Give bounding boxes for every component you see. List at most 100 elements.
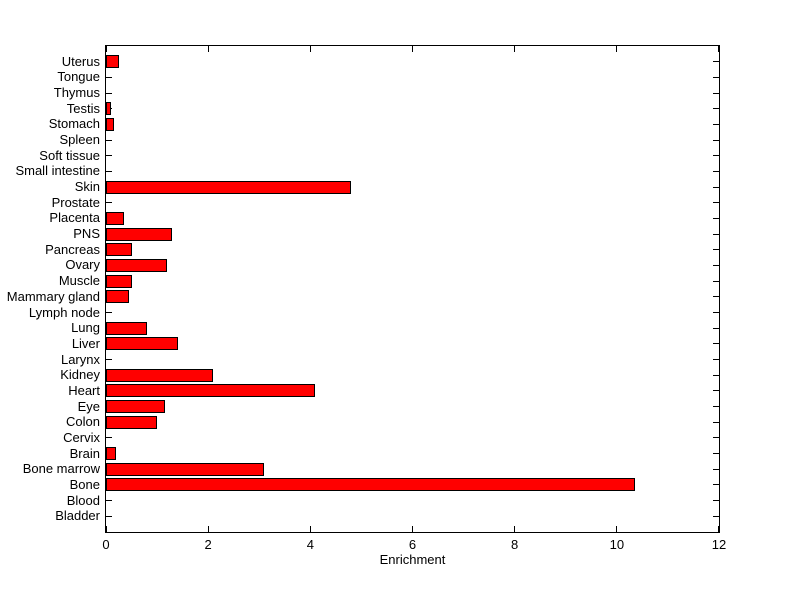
y-tick-left xyxy=(106,139,112,141)
y-axis-label-ovary: Ovary xyxy=(65,257,100,273)
y-tick-right xyxy=(713,453,719,455)
y-tick-left xyxy=(106,170,112,172)
x-tick-label-12: 12 xyxy=(711,537,727,552)
y-axis-label-liver: Liver xyxy=(71,335,100,351)
y-axis-label-pancreas: Pancreas xyxy=(45,241,100,257)
y-tick-right xyxy=(713,296,719,298)
y-tick-right xyxy=(713,374,719,376)
y-tick-right xyxy=(713,484,719,486)
y-tick-right xyxy=(713,437,719,439)
y-tick-right xyxy=(713,468,719,470)
y-tick-right xyxy=(713,390,719,392)
x-tick-bottom xyxy=(412,526,413,532)
bar-heart xyxy=(106,384,315,398)
y-tick-left xyxy=(106,515,112,517)
y-axis-label-colon: Colon xyxy=(66,414,100,430)
y-tick-right xyxy=(713,217,719,219)
x-tick-label-0: 0 xyxy=(102,537,110,552)
y-axis-label-muscle: Muscle xyxy=(58,273,100,289)
y-tick-right xyxy=(713,76,719,78)
y-tick-right xyxy=(713,233,719,235)
bar-placenta xyxy=(106,211,124,225)
y-tick-right xyxy=(713,264,719,266)
x-tick-top xyxy=(616,46,618,52)
y-axis-label-bone: Bone xyxy=(69,476,100,492)
y-tick-left xyxy=(106,155,112,157)
y-tick-left xyxy=(106,312,112,314)
x-tick-label-4: 4 xyxy=(306,537,314,552)
y-axis-label-bladder: Bladder xyxy=(55,508,100,524)
bar-eye xyxy=(106,400,165,414)
x-tick-bottom xyxy=(718,526,719,532)
bar-pancreas xyxy=(106,243,132,257)
y-axis-label-tongue: Tongue xyxy=(57,69,100,85)
x-tick-bottom xyxy=(207,526,209,532)
y-tick-right xyxy=(713,92,719,94)
x-tick-bottom xyxy=(514,526,516,532)
y-axis-label-lymph-node: Lymph node xyxy=(28,304,100,320)
x-tick-bottom xyxy=(106,526,107,532)
bar-lung xyxy=(106,321,147,335)
bar-liver xyxy=(106,337,178,351)
bar-stomach xyxy=(106,117,114,131)
x-axis-title: Enrichment xyxy=(379,552,446,567)
y-axis-label-brain: Brain xyxy=(69,445,100,461)
y-axis-label-cervix: Cervix xyxy=(63,429,100,445)
y-tick-right xyxy=(713,327,719,329)
y-axis-label-kidney: Kidney xyxy=(60,367,100,383)
x-tick-top xyxy=(718,46,719,52)
y-tick-left xyxy=(106,76,112,78)
x-tick-bottom xyxy=(616,526,618,532)
y-axis-label-eye: Eye xyxy=(77,398,100,414)
y-tick-left xyxy=(106,202,112,204)
y-axis-label-stomach: Stomach xyxy=(48,116,100,132)
y-axis-label-soft-tissue: Soft tissue xyxy=(39,147,100,163)
y-axis-label-prostate: Prostate xyxy=(51,194,100,210)
y-tick-left xyxy=(106,500,112,502)
y-tick-right xyxy=(713,312,719,314)
bar-kidney xyxy=(106,368,213,382)
x-tick-top xyxy=(514,46,516,52)
bar-brain xyxy=(106,447,116,461)
y-axis-label-spleen: Spleen xyxy=(59,132,100,148)
y-tick-right xyxy=(713,249,719,251)
bar-muscle xyxy=(106,274,132,288)
y-axis-label-testis: Testis xyxy=(66,100,100,116)
y-axis-label-skin: Skin xyxy=(74,179,100,195)
y-tick-right xyxy=(713,202,719,204)
y-axis-label-blood: Blood xyxy=(66,492,100,508)
x-tick-top xyxy=(309,46,311,52)
y-tick-right xyxy=(713,108,719,110)
y-tick-left xyxy=(106,437,112,439)
y-tick-right xyxy=(713,280,719,282)
bar-pns xyxy=(106,227,172,241)
x-tick-top xyxy=(207,46,209,52)
y-axis-label-uterus: Uterus xyxy=(61,53,100,69)
y-tick-left xyxy=(106,92,112,94)
y-axis-label-bone-marrow: Bone marrow xyxy=(22,461,100,477)
x-tick-top xyxy=(412,46,413,52)
bar-uterus xyxy=(106,55,119,69)
y-tick-right xyxy=(713,186,719,188)
y-axis-label-larynx: Larynx xyxy=(60,351,100,367)
y-tick-right xyxy=(713,139,719,141)
y-tick-right xyxy=(713,359,719,361)
bar-bone xyxy=(106,478,635,492)
y-tick-right xyxy=(713,500,719,502)
y-axis-label-heart: Heart xyxy=(68,382,100,398)
bar-bone-marrow xyxy=(106,462,264,476)
y-tick-right xyxy=(713,421,719,423)
y-axis-label-small-intestine: Small intestine xyxy=(15,163,100,179)
bar-mammary-gland xyxy=(106,290,129,304)
plot-area xyxy=(105,45,720,533)
x-tick-label-6: 6 xyxy=(408,537,417,552)
bar-colon xyxy=(106,415,157,429)
y-tick-right xyxy=(713,170,719,172)
y-axis-label-placenta: Placenta xyxy=(49,210,100,226)
y-tick-right xyxy=(713,343,719,345)
y-axis-label-thymus: Thymus xyxy=(53,85,100,101)
x-tick-top xyxy=(106,46,107,52)
x-tick-label-10: 10 xyxy=(609,537,625,552)
y-axis-label-lung: Lung xyxy=(71,320,100,336)
